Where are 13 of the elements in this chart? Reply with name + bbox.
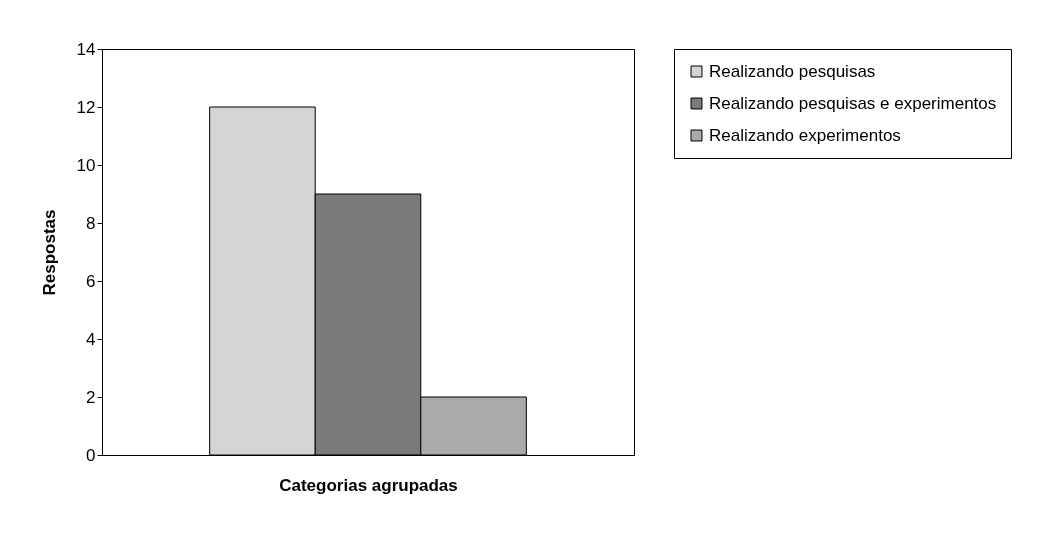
y-tick-label: 14 bbox=[76, 39, 96, 59]
y-tick-label: 8 bbox=[86, 213, 96, 233]
x-axis-title: Categorias agrupadas bbox=[279, 475, 458, 495]
y-tick-label: 2 bbox=[86, 387, 96, 407]
legend-label: Realizando pesquisas bbox=[709, 61, 876, 81]
y-tick-label: 4 bbox=[86, 329, 96, 349]
y-tick-label: 0 bbox=[86, 445, 96, 465]
legend-label: Realizando pesquisas e experimentos bbox=[709, 93, 997, 113]
y-axis-title: Respostas bbox=[39, 209, 59, 296]
y-tick-label: 12 bbox=[76, 97, 96, 117]
legend-label: Realizando experimentos bbox=[709, 125, 901, 145]
y-tick-label: 6 bbox=[86, 271, 96, 291]
y-tick-label: 10 bbox=[76, 155, 96, 175]
